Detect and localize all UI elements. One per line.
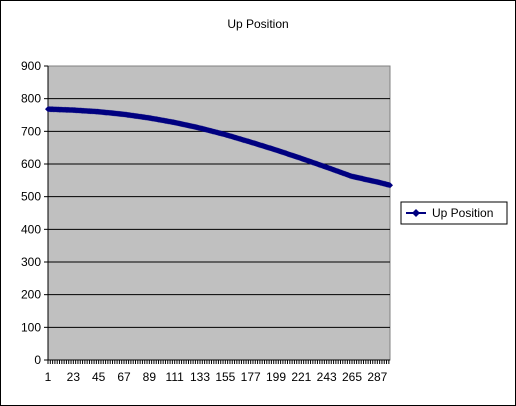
x-axis: 1 23 45 67 89 111 133 155 177 199 221 243 265 287 (45, 359, 390, 384)
x-tick-label: 89 (143, 370, 157, 384)
x-tick-label: 45 (92, 370, 106, 384)
series-layer (45, 106, 393, 189)
x-tick-label: 133 (190, 370, 210, 384)
legend-diamond-marker (412, 209, 420, 217)
data-point (387, 182, 393, 189)
legend-box (400, 201, 508, 225)
x-tick-label: 23 (67, 370, 81, 384)
legend-entry-up-position: Up Position (432, 206, 493, 220)
x-tick-label: 111 (166, 370, 185, 384)
x-tick-label: 221 (291, 370, 311, 384)
plot-area (47, 65, 391, 361)
y-tick-label: 100 (21, 320, 41, 334)
x-tick-label: 1 (45, 370, 52, 384)
gridlines (48, 98, 390, 328)
y-tick-label: 400 (21, 222, 41, 236)
y-tick-label: 500 (21, 190, 41, 204)
y-tick-label: 200 (21, 288, 41, 302)
y-tick-label: 800 (21, 92, 41, 106)
y-tick-label: 300 (21, 255, 41, 269)
x-tick-label: 199 (266, 370, 286, 384)
legend[interactable]: Up Position (400, 201, 508, 225)
y-axis: 0 100 200 300 400 500 600 700 800 900 (21, 59, 49, 367)
x-tick-label: 243 (317, 370, 337, 384)
y-tick-label: 600 (21, 157, 41, 171)
x-tick-label: 265 (342, 370, 362, 384)
chart-title: Up Position (227, 17, 288, 31)
x-tick-label: 67 (117, 370, 131, 384)
x-tick-label: 177 (241, 370, 261, 384)
y-tick-label: 900 (21, 59, 41, 73)
x-tick-label: 287 (367, 370, 387, 384)
y-tick-label: 700 (21, 124, 41, 138)
y-tick-label: 0 (34, 353, 41, 367)
x-tick-label: 155 (215, 370, 235, 384)
